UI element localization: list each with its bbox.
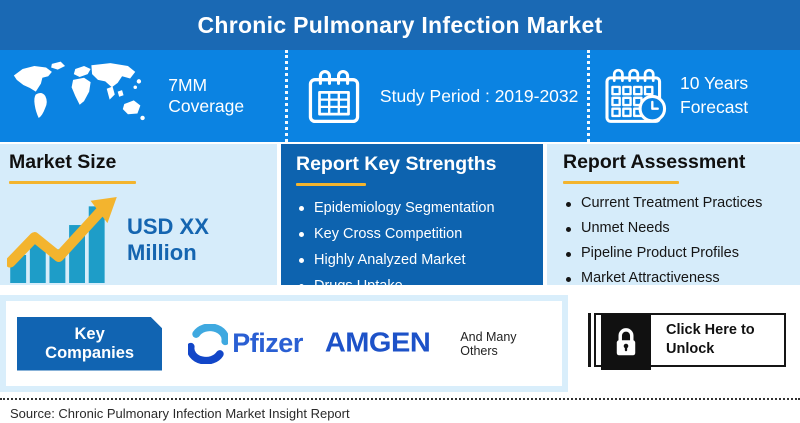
coverage-label: 7MM Coverage: [168, 75, 245, 116]
forecast-segment: 10 Years Forecast: [587, 50, 800, 142]
list-item: Epidemiology Segmentation: [296, 195, 543, 221]
yellow-rule: [9, 181, 136, 184]
unlock-button-label: Click Here to Unlock: [666, 322, 755, 357]
report-assessment-heading: Report Assessment: [563, 151, 746, 173]
yellow-rule: [296, 183, 366, 186]
market-size-panel: Market Size USD XX Million: [0, 144, 277, 285]
study-period-label: Study Period : 2019-2032: [379, 85, 579, 106]
coverage-segment: 7MM Coverage: [0, 50, 285, 142]
list-item: Drugs Uptake: [296, 273, 543, 285]
list-item: Key Cross Competition: [296, 221, 543, 247]
coverage-band: 7MM Coverage Study Period : 2019-2032: [0, 50, 800, 142]
yellow-rule: [563, 181, 679, 184]
header: Chronic Pulmonary Infection Market: [0, 0, 800, 50]
forecast-label: 10 Years Forecast: [680, 73, 749, 117]
footer: Source: Chronic Pulmonary Infection Mark…: [0, 398, 800, 423]
companies-row: Key Companies Pfizer AMGEN And Many Othe…: [0, 295, 800, 392]
report-key-strengths-heading: Report Key Strengths: [296, 153, 497, 175]
lock-icon: [616, 328, 636, 356]
report-assessment-list: Current Treatment Practices Unmet Needs …: [563, 191, 800, 285]
list-item: Pipeline Product Profiles: [563, 241, 800, 266]
key-companies-button[interactable]: Key Companies: [17, 317, 162, 371]
list-item: Unmet Needs: [563, 216, 800, 241]
list-item: Current Treatment Practices: [563, 191, 800, 216]
growth-bar-chart-icon: [7, 197, 117, 283]
calendar-clock-icon: [605, 68, 667, 123]
market-size-value: USD XX Million: [127, 214, 209, 265]
report-key-strengths-panel: Report Key Strengths Epidemiology Segmen…: [281, 144, 543, 285]
and-many-others-label: And Many Others: [460, 329, 517, 358]
unlock-accent-bar: [588, 313, 591, 367]
source-text: Source: Chronic Pulmonary Infection Mark…: [10, 406, 350, 421]
list-item: Market Attractiveness: [563, 266, 800, 285]
pfizer-logo: Pfizer: [188, 323, 303, 364]
unlock-button-wrap: Click Here to Unlock: [588, 313, 786, 370]
market-size-heading: Market Size: [9, 151, 117, 173]
pfizer-wordmark: Pfizer: [232, 328, 303, 358]
list-item: Highly Analyzed Market: [296, 247, 543, 273]
info-columns: Market Size USD XX Million: [0, 144, 800, 285]
click-to-unlock-button[interactable]: Click Here to Unlock: [594, 313, 786, 370]
report-key-strengths-list: Epidemiology Segmentation Key Cross Comp…: [296, 195, 543, 285]
market-size-content: USD XX Million: [7, 197, 277, 283]
key-companies-panel: Key Companies Pfizer AMGEN And Many Othe…: [0, 295, 568, 392]
lock-icon-square: [601, 314, 651, 370]
world-map-icon: [13, 61, 145, 121]
amgen-logo: AMGEN: [324, 327, 431, 359]
study-period-segment: Study Period : 2019-2032: [284, 50, 587, 142]
calendar-icon: [308, 70, 360, 124]
pfizer-swirl-icon: [188, 323, 229, 364]
report-assessment-panel: Report Assessment Current Treatment Prac…: [547, 144, 800, 285]
page-title: Chronic Pulmonary Infection Market: [197, 11, 603, 38]
